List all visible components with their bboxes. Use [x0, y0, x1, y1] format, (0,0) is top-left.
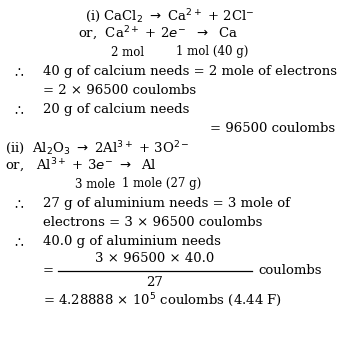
- Text: (ii)  Al$_2$O$_3$ $\rightarrow$ 2Al$^{3+}$ + 3O$^{2-}$: (ii) Al$_2$O$_3$ $\rightarrow$ 2Al$^{3+}…: [5, 139, 190, 157]
- Text: electrons = 3 × 96500 coulombs: electrons = 3 × 96500 coulombs: [43, 215, 262, 228]
- Text: 20 g of calcium needs: 20 g of calcium needs: [43, 103, 189, 117]
- Text: 1 mol (40 g): 1 mol (40 g): [176, 45, 248, 59]
- Text: 2 mol: 2 mol: [112, 45, 144, 59]
- Text: = 96500 coulombs (1F).: = 96500 coulombs (1F).: [210, 122, 340, 134]
- Text: 27 g of aluminium needs = 3 mole of: 27 g of aluminium needs = 3 mole of: [43, 197, 290, 211]
- Text: 3 × 96500 × 40.0: 3 × 96500 × 40.0: [96, 251, 215, 265]
- Text: = 2 × 96500 coulombs: = 2 × 96500 coulombs: [43, 84, 196, 96]
- Text: $\therefore$: $\therefore$: [12, 65, 25, 79]
- Text: $\therefore$: $\therefore$: [12, 103, 25, 117]
- Text: or,  Ca$^{2+}$ + 2$e^{-}$  $\rightarrow$  Ca: or, Ca$^{2+}$ + 2$e^{-}$ $\rightarrow$ C…: [78, 25, 238, 43]
- Text: 27: 27: [147, 276, 164, 288]
- Text: or,   Al$^{3+}$ + 3$e^{-}$ $\rightarrow$  Al: or, Al$^{3+}$ + 3$e^{-}$ $\rightarrow$ A…: [5, 157, 157, 175]
- Text: 3 mole: 3 mole: [75, 178, 115, 190]
- Text: =: =: [43, 265, 54, 277]
- Text: (i) CaCl$_2$ $\rightarrow$ Ca$^{2+}$ + 2Cl$^{-}$: (i) CaCl$_2$ $\rightarrow$ Ca$^{2+}$ + 2…: [85, 7, 255, 25]
- Text: = 4.28888 × 10$^5$ coulombs (4.44 F): = 4.28888 × 10$^5$ coulombs (4.44 F): [43, 291, 282, 309]
- Text: $\therefore$: $\therefore$: [12, 235, 25, 249]
- Text: coulombs: coulombs: [258, 265, 322, 277]
- Text: $\therefore$: $\therefore$: [12, 197, 25, 211]
- Text: 1 mole (27 g): 1 mole (27 g): [122, 178, 202, 190]
- Text: 40 g of calcium needs = 2 mole of electrons: 40 g of calcium needs = 2 mole of electr…: [43, 65, 337, 79]
- Text: 40.0 g of aluminium needs: 40.0 g of aluminium needs: [43, 236, 221, 248]
